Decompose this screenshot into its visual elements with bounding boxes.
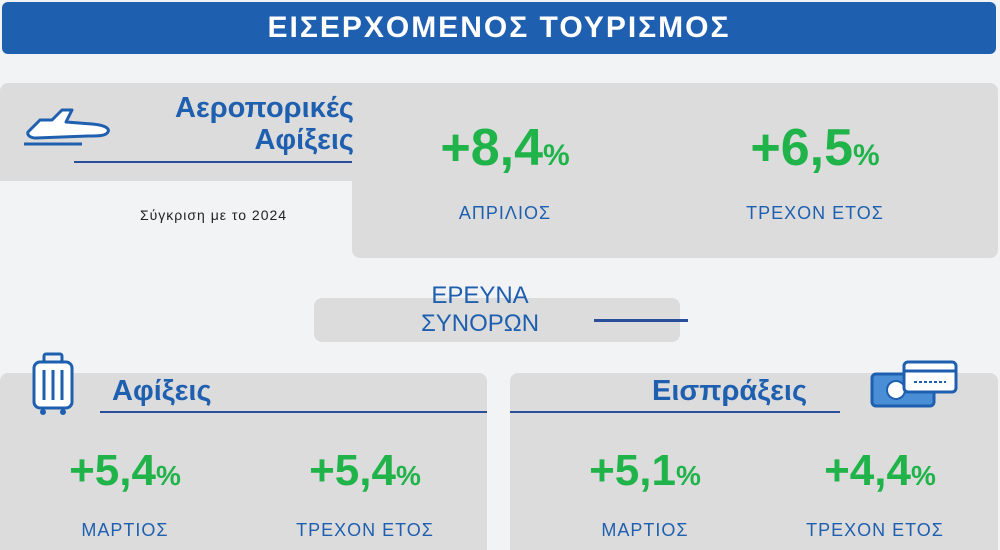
comparison-note: Σύγκριση με το 2024 (140, 207, 288, 223)
air-stat-april-label: ΑΠΡΙΛΙΟΣ (458, 203, 552, 223)
receipts-stat-ytd-unit: % (910, 460, 936, 491)
arrivals-stat-march-unit: % (155, 460, 181, 491)
air-stats-panel (352, 83, 998, 258)
arrivals-stat-ytd-number: +5,4 (309, 446, 396, 495)
arrivals-panel (0, 373, 487, 550)
air-stat-ytd-number: +6,5 (750, 119, 853, 177)
air-stat-ytd-value: +6,5% (700, 118, 930, 178)
receipts-stat-ytd-value: +4,4% (775, 446, 985, 496)
survey-title-line1: ΕΡΕΥΝΑ (431, 282, 529, 309)
arrivals-stat-march-value: +5,4% (20, 446, 230, 496)
survey-rule (594, 319, 688, 322)
air-title-line1: Αεροπορικές (175, 92, 354, 124)
air-stat-april-value: +8,4% (390, 118, 620, 178)
arrivals-stat-march-label: ΜΑΡΤΙΟΣ (81, 520, 169, 540)
suitcase-icon (30, 352, 76, 416)
air-stat-april-unit: % (542, 139, 570, 172)
air-title-rule (74, 161, 352, 163)
survey-title-line2: ΣΥΝΟΡΩΝ (420, 310, 540, 337)
receipts-stat-march-value: +5,1% (540, 446, 750, 496)
receipts-stat-march-unit: % (675, 460, 701, 491)
payment-card-icon (868, 360, 960, 410)
header-banner: ΕΙΣΕΡΧΟΜΕΝΟΣ ΤΟΥΡΙΣΜΟΣ (2, 2, 996, 54)
arrivals-stat-ytd-unit: % (395, 460, 421, 491)
air-stat-april-number: +8,4 (440, 119, 543, 177)
air-title-line2: Αφίξεις (254, 124, 354, 156)
receipts-title-rule (510, 411, 840, 413)
airplane-icon (22, 98, 114, 148)
arrivals-stat-ytd-value: +5,4% (260, 446, 470, 496)
receipts-title: Εισπράξεις (652, 375, 808, 407)
air-stat-ytd-unit: % (852, 139, 880, 172)
air-stat-ytd-label: ΤΡΕΧΟΝ ΕΤΟΣ (746, 203, 884, 223)
receipts-stat-ytd-label: ΤΡΕΧΟΝ ΕΤΟΣ (806, 520, 944, 540)
arrivals-stat-ytd-label: ΤΡΕΧΟΝ ΕΤΟΣ (296, 520, 434, 540)
arrivals-stat-march-number: +5,4 (69, 446, 156, 495)
air-title: Αεροπορικές Αφίξεις (120, 92, 354, 156)
receipts-stat-ytd-number: +4,4 (824, 446, 911, 495)
page-title: ΕΙΣΕΡΧΟΜΕΝΟΣ ΤΟΥΡΙΣΜΟΣ (267, 11, 731, 44)
receipts-stat-march-label: ΜΑΡΤΙΟΣ (601, 520, 689, 540)
survey-title: ΕΡΕΥΝΑ ΣΥΝΟΡΩΝ (390, 282, 570, 338)
arrivals-title-rule (100, 411, 487, 413)
arrivals-title: Αφίξεις (112, 375, 212, 407)
receipts-stat-march-number: +5,1 (589, 446, 676, 495)
